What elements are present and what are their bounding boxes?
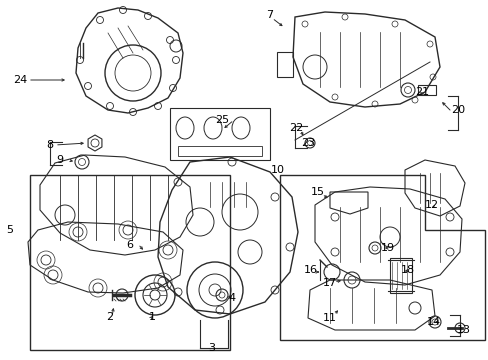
Text: 9: 9 [56,155,63,165]
Text: 6: 6 [126,240,133,250]
Bar [389,258,411,293]
Text: 4: 4 [228,293,235,303]
Text: 23: 23 [300,138,314,148]
Bar [30,175,229,350]
Text: 21: 21 [414,87,428,97]
Bar [178,146,262,156]
Text: 19: 19 [380,243,394,253]
Text: 8: 8 [46,140,54,150]
Bar [417,85,435,95]
Text: 18: 18 [400,265,414,275]
Text: 20: 20 [450,105,464,115]
Text: 13: 13 [456,325,470,335]
Text: 5: 5 [6,225,14,235]
Bar [170,108,269,160]
Text: 24: 24 [13,75,27,85]
Text: 16: 16 [304,265,317,275]
Text: 1: 1 [148,312,155,322]
Text: 11: 11 [323,313,336,323]
Text: 7: 7 [266,10,273,20]
Text: 22: 22 [288,123,303,133]
Text: 10: 10 [270,165,285,175]
Text: 2: 2 [106,312,113,322]
Text: 3: 3 [208,343,215,353]
Text: 25: 25 [215,115,228,125]
Text: 15: 15 [310,187,325,197]
Text: 14: 14 [426,317,440,327]
Text: 12: 12 [424,200,438,210]
Text: 17: 17 [322,278,336,288]
